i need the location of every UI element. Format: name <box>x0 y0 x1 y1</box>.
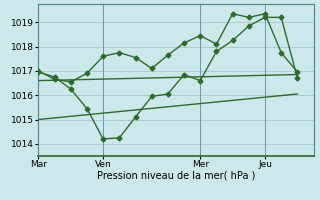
X-axis label: Pression niveau de la mer( hPa ): Pression niveau de la mer( hPa ) <box>97 171 255 181</box>
